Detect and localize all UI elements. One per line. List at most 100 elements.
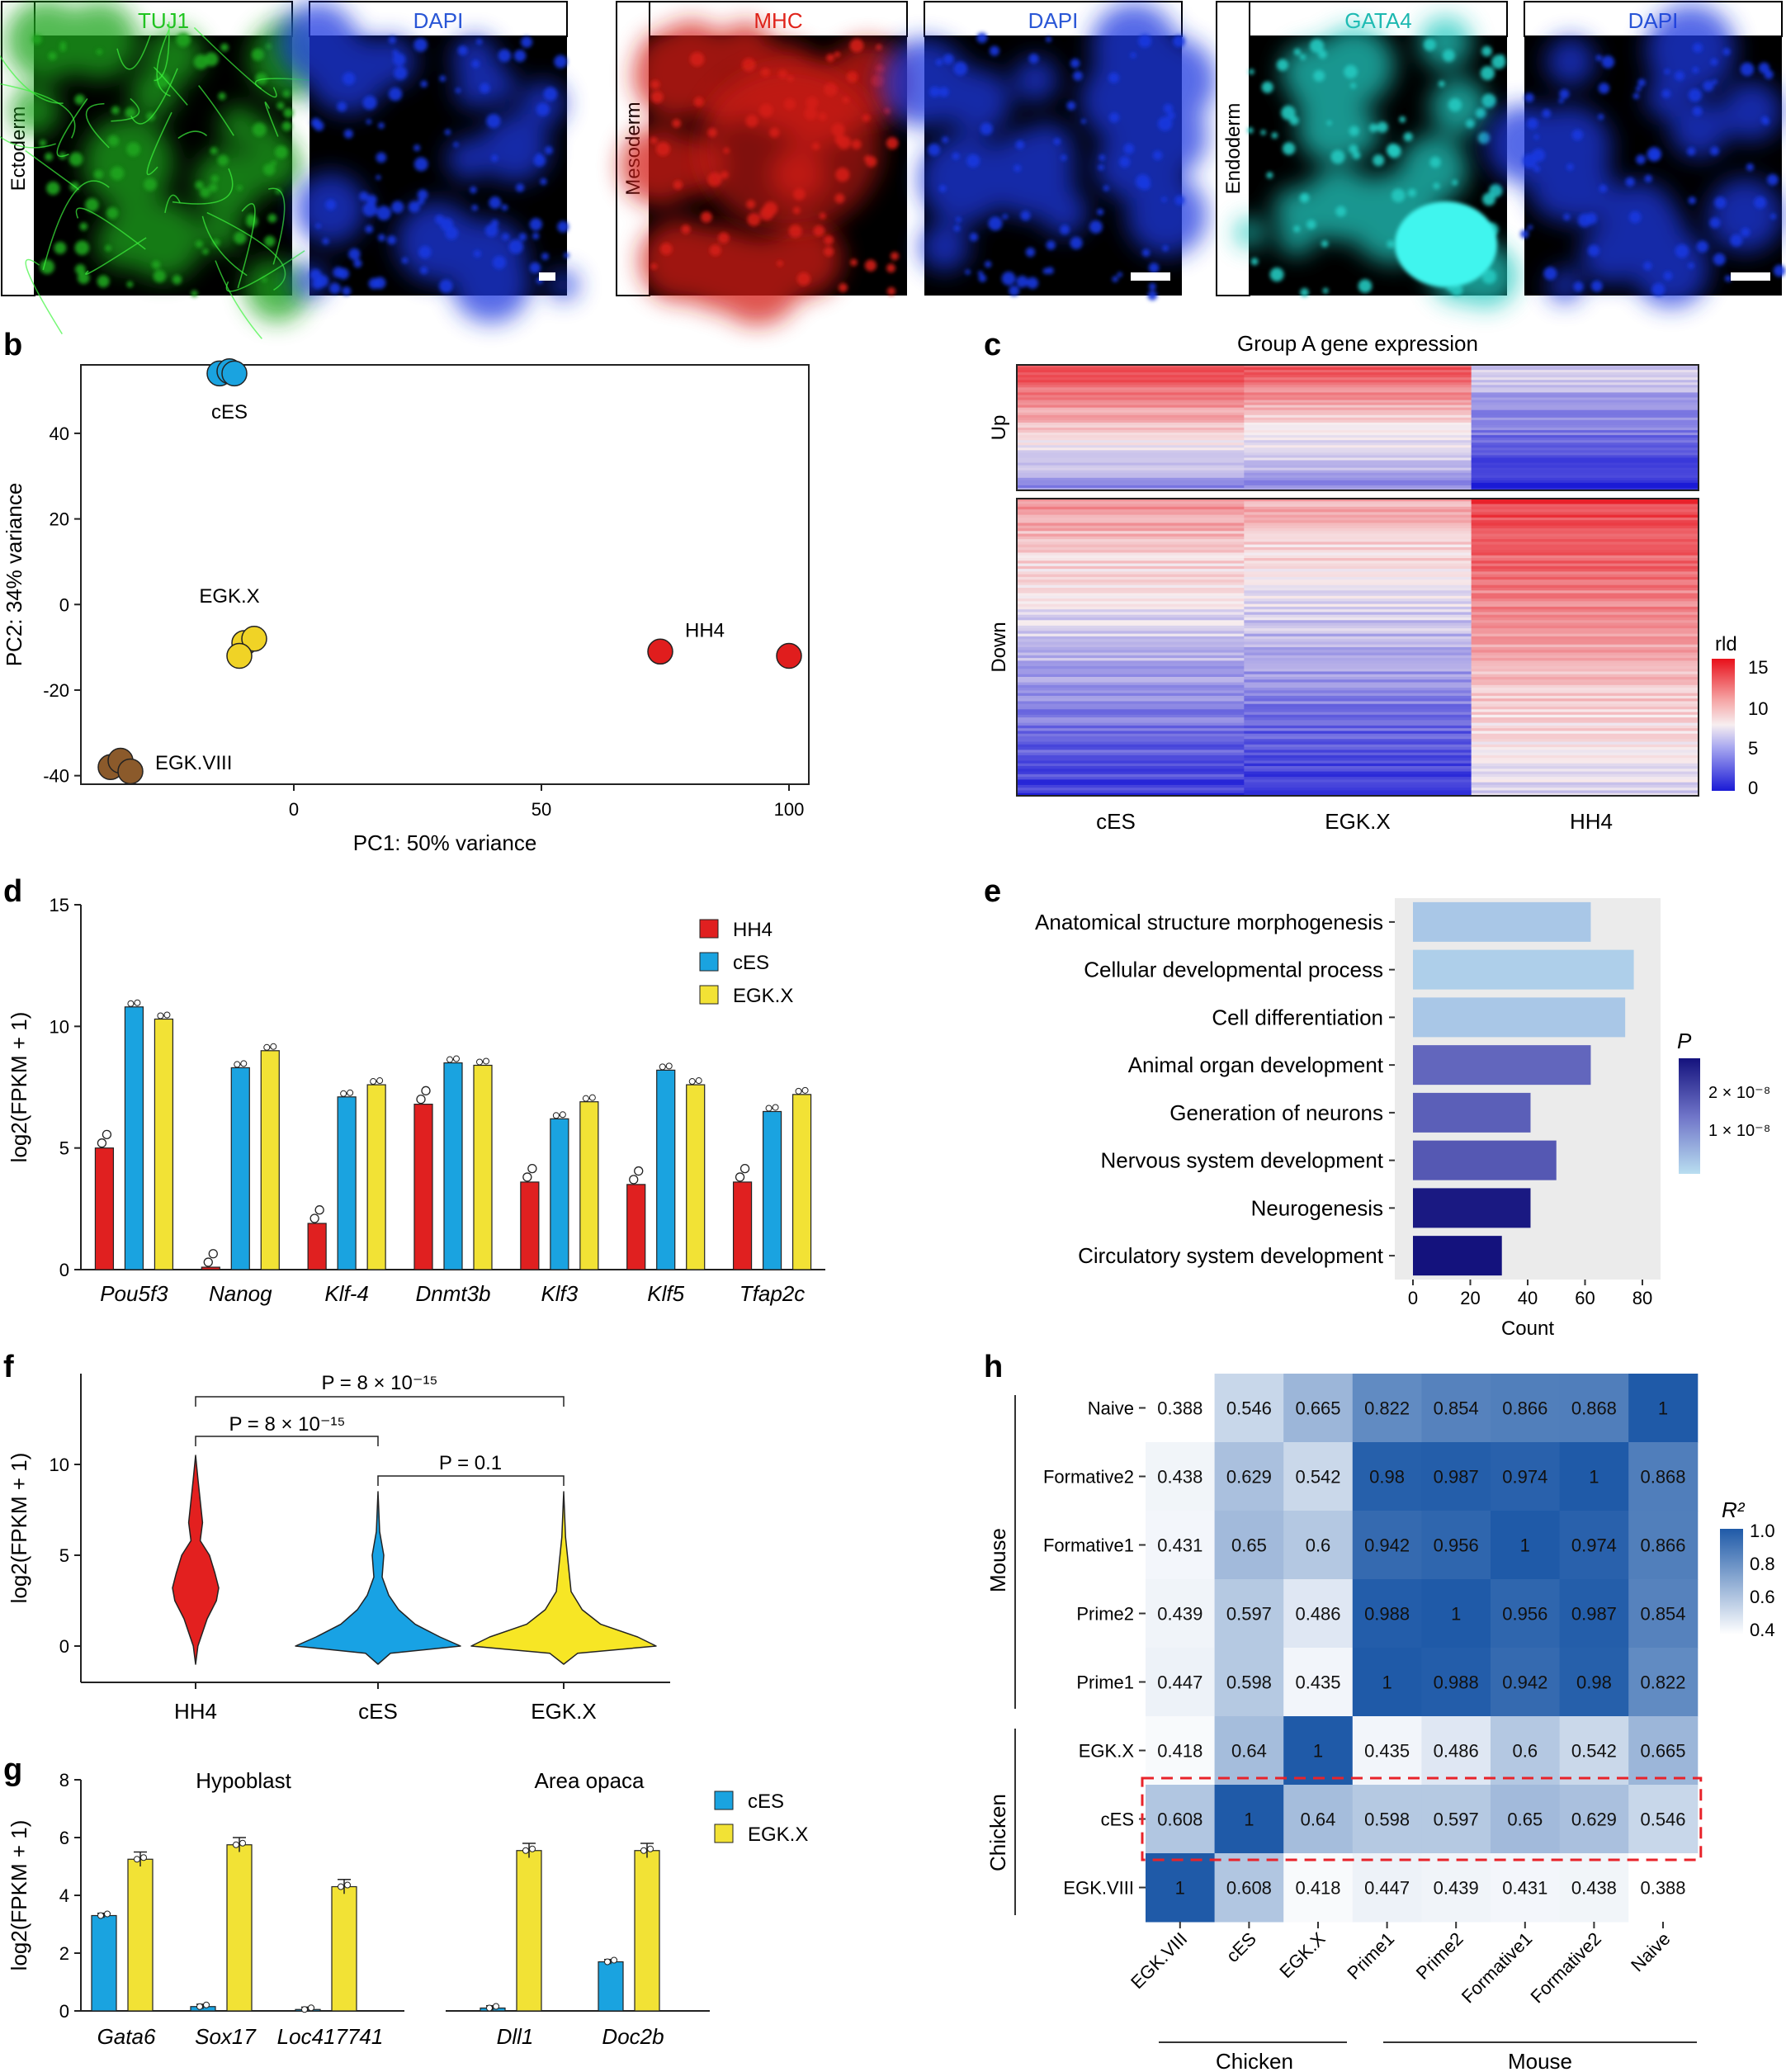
cell-dot <box>413 37 428 52</box>
cell-dot <box>1423 38 1437 51</box>
cell-dot <box>110 166 125 181</box>
heatmap-c-cell <box>1471 402 1699 406</box>
heatmap-c-cell <box>1017 514 1245 518</box>
corr-cell-naive-prime2 <box>1421 1374 1491 1443</box>
heatmap-c-cell <box>1017 633 1245 637</box>
cell-dot <box>489 196 502 209</box>
cell-dot <box>508 239 523 254</box>
rld-legend-title: rld <box>1715 633 1737 655</box>
y-axis-title: PC2: 34% variance <box>2 483 26 667</box>
cell-dot <box>1688 88 1702 102</box>
heatmap-c-cell <box>1244 644 1472 648</box>
neurite <box>237 203 256 289</box>
r2-tick-06: 0.6 <box>1750 1587 1775 1607</box>
heatmap-c-cell <box>1471 660 1699 665</box>
cell-dot <box>1020 211 1031 221</box>
heatmap-c-cell <box>1244 400 1472 404</box>
y-tick-label: 0 <box>59 2001 69 2022</box>
heatmap-c-cell <box>1244 555 1472 559</box>
cell-dot <box>39 140 47 147</box>
cell-dot <box>281 121 292 131</box>
heatmap-c-cell <box>1471 747 1699 750</box>
heatmap-c-cell <box>1017 375 1245 378</box>
replicate-dot <box>234 1061 241 1068</box>
heatmap-c-cell <box>1244 693 1472 697</box>
cell-dot <box>1266 172 1273 179</box>
heatmap-c-cell <box>1471 514 1699 518</box>
heatmap-c-cell <box>1017 477 1245 481</box>
heatmap-c-cell <box>1017 777 1245 780</box>
corr-value: 0.629 <box>1571 1809 1617 1830</box>
heatmap-c-cell <box>1017 390 1245 393</box>
heatmap-c-cell <box>1471 576 1699 580</box>
heatmap-c-cell <box>1017 682 1245 686</box>
heatmap-c-cell <box>1471 482 1699 486</box>
corr-cell-egk-viii-ces <box>1214 1853 1284 1923</box>
corr-value: 0.974 <box>1571 1535 1617 1556</box>
heatmap-c-cell <box>1244 465 1472 469</box>
cell-dot <box>673 180 683 190</box>
legend-swatch-ces <box>714 1791 734 1810</box>
cell-dot <box>204 52 219 67</box>
replicate-dot <box>665 1062 673 1070</box>
heatmap-c-cell <box>1017 720 1245 724</box>
cell-dot <box>1167 111 1175 120</box>
heatmap-c-cell <box>1244 582 1472 586</box>
cell-dot <box>1015 140 1025 149</box>
cell-dot <box>1543 267 1557 281</box>
heatmap-c-cell <box>1244 650 1472 654</box>
cell-dot <box>1558 98 1564 104</box>
heatmap-c-cell <box>1017 475 1245 479</box>
corr-value: 1 <box>1589 1467 1599 1488</box>
cell-dot <box>650 136 658 144</box>
glow-spot <box>1013 57 1059 103</box>
cell-dot <box>362 95 377 111</box>
cell-dot <box>1103 185 1109 192</box>
glow-spot <box>194 149 262 217</box>
heatmap-c-cell <box>1244 528 1472 532</box>
cell-dot <box>834 51 841 58</box>
heatmap-c-cell <box>1471 650 1699 654</box>
corr-cell-naive-egk-x <box>1283 1374 1354 1443</box>
heatmap-c-cell <box>1244 784 1472 788</box>
cell-dot <box>473 249 481 258</box>
heatmap-c-cell <box>1244 550 1472 553</box>
glow-spot <box>1547 267 1583 303</box>
heatmap-c-cell <box>1244 552 1472 556</box>
neurite <box>56 97 88 158</box>
violin-ces <box>295 1491 461 1665</box>
col-label-formative2: Formative2 <box>1526 1928 1604 2007</box>
cell-dot <box>1108 112 1120 123</box>
heatmap-c-cell <box>1471 628 1699 632</box>
glow-spot <box>1721 81 1782 142</box>
cell-dot <box>518 233 527 241</box>
corr-cell-formative2-egk-x <box>1283 1442 1354 1511</box>
heatmap-c-cell <box>1017 625 1245 629</box>
heatmap-c-cell <box>1471 790 1699 794</box>
r2-tick-04: 0.4 <box>1750 1620 1775 1640</box>
heatmap-c-cell <box>1244 499 1472 502</box>
heatmap-c-cell <box>1244 370 1472 373</box>
heatmap-c-cell <box>1244 612 1472 616</box>
heatmap-c-cell <box>1471 412 1699 416</box>
cell-dot <box>342 72 356 85</box>
heatmap-c-cell <box>1017 665 1245 669</box>
heatmap-c-cell <box>1244 622 1472 627</box>
bar-egk-x-gata6 <box>127 1858 154 2012</box>
corr-cell-prime2-ces <box>1214 1579 1284 1649</box>
cell-dot <box>1601 55 1615 69</box>
replicate-dot <box>522 1172 532 1182</box>
heatmap-c-cell <box>1244 397 1472 401</box>
heatmap-c-cell <box>1471 617 1699 621</box>
replicate-dot <box>233 1841 239 1848</box>
cell-dot <box>1147 290 1158 300</box>
gene-label-klf3: Klf3 <box>541 1281 578 1306</box>
corr-value: 0.866 <box>1640 1535 1685 1556</box>
row-label-formative1: Formative1 <box>1043 1535 1134 1556</box>
heatmap-c-cell <box>1244 601 1472 605</box>
x-tick-label: 80 <box>1632 1288 1652 1308</box>
replicate-dot <box>688 1078 696 1086</box>
heatmap-c-cell <box>1017 717 1245 721</box>
heatmap-c-cell <box>1017 788 1245 791</box>
cell-dot <box>309 268 322 281</box>
